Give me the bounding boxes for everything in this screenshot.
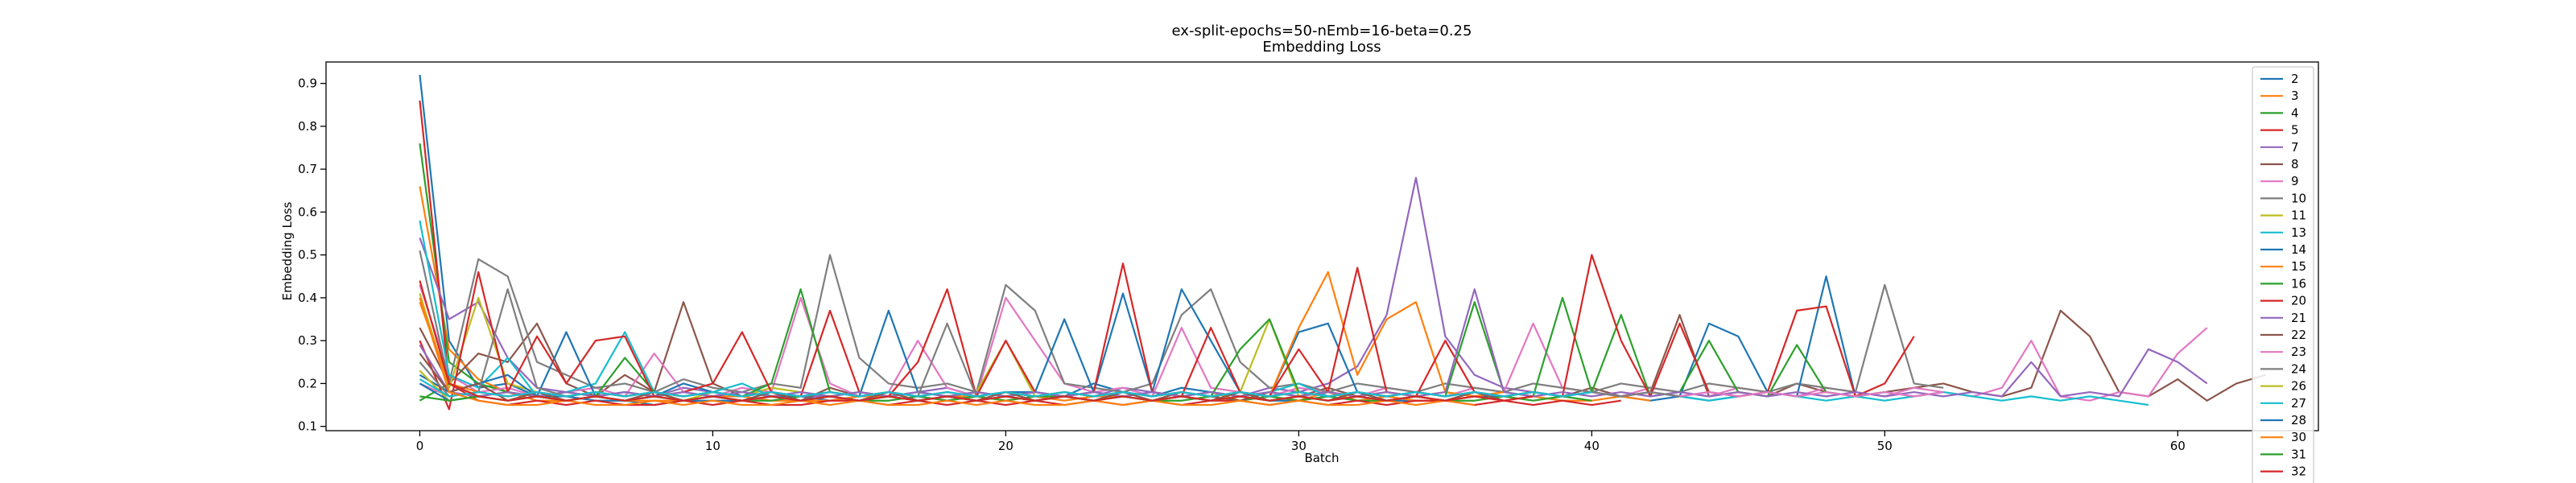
legend-label-21: 21 bbox=[2291, 311, 2306, 325]
series-line-27 bbox=[419, 378, 1592, 398]
legend-label-32: 32 bbox=[2291, 464, 2306, 479]
legend-label-30: 30 bbox=[2291, 430, 2306, 444]
legend-label-9: 9 bbox=[2291, 174, 2299, 188]
y-tick-label: 0.8 bbox=[298, 119, 317, 134]
y-axis-label: Embedding Loss bbox=[280, 201, 295, 300]
legend-label-14: 14 bbox=[2291, 242, 2306, 257]
plot-area: 0 10 20 30 40 50 60 0.1 0.2 0.3 0.4 0.5 0.6 0.7 0.8 0.9… bbox=[298, 61, 2319, 483]
y-tick-label: 0.2 bbox=[298, 376, 317, 390]
legend: 2345789101113141516202122232426272830313… bbox=[2252, 66, 2314, 483]
x-tick-label: 50 bbox=[1877, 439, 1893, 453]
series-lines bbox=[419, 74, 2266, 411]
x-tick-label: 10 bbox=[705, 439, 720, 453]
x-tick-label: 0 bbox=[416, 439, 424, 453]
legend-label-7: 7 bbox=[2291, 140, 2299, 155]
x-tick-label: 40 bbox=[1584, 439, 1600, 453]
series-line-10 bbox=[419, 250, 1944, 394]
legend-label-11: 11 bbox=[2291, 208, 2306, 223]
legend-label-13: 13 bbox=[2291, 225, 2306, 240]
legend-label-22: 22 bbox=[2291, 328, 2306, 342]
series-line-30 bbox=[419, 297, 1475, 407]
legend-label-8: 8 bbox=[2291, 157, 2299, 171]
y-tick-label: 0.5 bbox=[298, 248, 317, 262]
x-tick-label: 60 bbox=[2170, 439, 2186, 453]
legend-label-23: 23 bbox=[2291, 345, 2306, 359]
legend-label-10: 10 bbox=[2291, 191, 2306, 205]
legend-label-5: 5 bbox=[2291, 123, 2299, 138]
legend-label-28: 28 bbox=[2291, 413, 2306, 427]
legend-label-27: 27 bbox=[2291, 396, 2306, 411]
legend-label-20: 20 bbox=[2291, 294, 2306, 308]
y-tick-label: 0.6 bbox=[298, 204, 317, 219]
legend-label-2: 2 bbox=[2291, 72, 2299, 86]
chart-title: ex-split-epochs=50-nEmb=16-beta=0.25 bbox=[1172, 23, 1472, 39]
legend-label-15: 15 bbox=[2291, 259, 2306, 274]
y-tick-label: 0.1 bbox=[298, 419, 317, 434]
chart-subtitle: Embedding Loss bbox=[1262, 39, 1381, 56]
y-tick-label: 0.3 bbox=[298, 333, 317, 348]
legend-label-4: 4 bbox=[2291, 105, 2299, 120]
legend-label-31: 31 bbox=[2291, 447, 2306, 461]
y-tick-label: 0.9 bbox=[298, 76, 317, 91]
legend-label-24: 24 bbox=[2291, 361, 2306, 376]
legend-label-26: 26 bbox=[2291, 379, 2306, 394]
x-axis-label: Batch bbox=[1304, 451, 1339, 465]
legend-label-16: 16 bbox=[2291, 276, 2306, 291]
legend-label-3: 3 bbox=[2291, 89, 2299, 103]
legend-box bbox=[2252, 66, 2314, 483]
x-tick-label: 20 bbox=[998, 439, 1013, 453]
y-tick-label: 0.7 bbox=[298, 162, 317, 176]
axes-frame bbox=[325, 61, 2319, 431]
x-tick-label: 30 bbox=[1291, 439, 1307, 453]
y-tick-label: 0.4 bbox=[298, 291, 317, 305]
series-line-32 bbox=[419, 280, 1534, 402]
